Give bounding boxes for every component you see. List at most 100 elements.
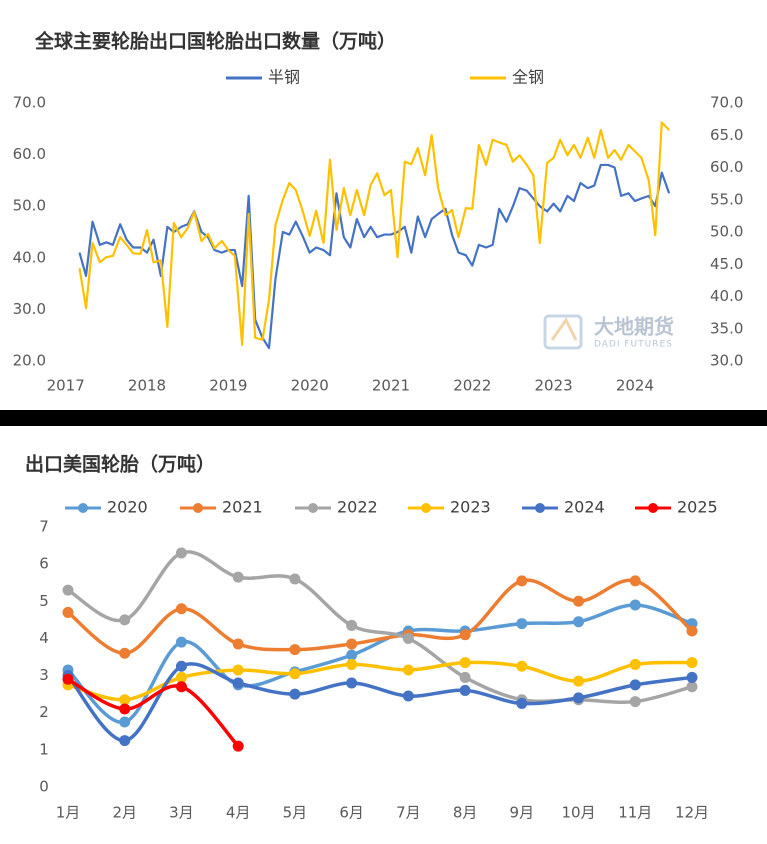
y2-tick-label: 60.0 (710, 158, 743, 176)
y-tick-label: 20.0 (13, 352, 46, 370)
x-tick-label: 11月 (618, 804, 652, 822)
data-point (573, 616, 585, 628)
legend-marker (78, 503, 88, 513)
data-point (516, 660, 528, 672)
data-point (119, 703, 131, 715)
data-point (62, 606, 74, 618)
chart-title: 出口美国轮胎（万吨） (25, 453, 215, 476)
x-tick-label: 3月 (169, 804, 194, 822)
data-point (459, 657, 471, 669)
divider (0, 410, 767, 426)
legend-label: 半钢 (268, 68, 300, 87)
data-point (346, 619, 358, 631)
x-tick-label: 2021 (372, 377, 410, 395)
x-tick-label: 6月 (339, 804, 364, 822)
legend-marker (421, 503, 431, 513)
legend-label: 2021 (222, 498, 263, 517)
data-point (629, 696, 641, 708)
data-point (119, 735, 131, 747)
data-point (516, 618, 528, 630)
y-tick-label: 50.0 (13, 197, 46, 215)
y-tick-label: 5 (39, 592, 49, 610)
x-tick-label: 8月 (453, 804, 478, 822)
y-tick-label: 0 (39, 778, 49, 796)
data-point (629, 679, 641, 691)
y2-tick-label: 45.0 (710, 255, 743, 273)
legend-label: 2020 (107, 498, 148, 517)
data-point (175, 671, 187, 683)
x-tick-label: 2019 (209, 377, 247, 395)
y-tick-label: 1 (39, 740, 49, 758)
x-tick-label: 2024 (616, 377, 654, 395)
y-tick-label: 4 (39, 629, 49, 647)
data-point (686, 681, 698, 693)
x-tick-label: 5月 (283, 804, 308, 822)
legend-label: 2025 (677, 498, 718, 517)
legend-label: 2024 (564, 498, 605, 517)
data-point (686, 671, 698, 683)
data-point (232, 677, 244, 689)
data-point (289, 644, 301, 656)
y-tick-label: 70.0 (13, 94, 46, 112)
data-point (402, 664, 414, 676)
legend-label: 全钢 (512, 68, 544, 87)
data-point (629, 599, 641, 611)
x-tick-label: 2月 (112, 804, 137, 822)
y-tick-label: 60.0 (13, 145, 46, 163)
watermark-logo (543, 314, 583, 350)
legend-marker (308, 503, 318, 513)
y2-tick-label: 40.0 (710, 287, 743, 305)
x-tick-label: 12月 (675, 804, 709, 822)
legend-label: 2022 (337, 498, 378, 517)
y2-tick-label: 55.0 (710, 190, 743, 208)
data-point (573, 595, 585, 607)
x-tick-label: 2022 (453, 377, 491, 395)
data-point (175, 636, 187, 648)
x-tick-label: 2020 (291, 377, 329, 395)
x-tick-label: 7月 (396, 804, 421, 822)
y2-tick-label: 30.0 (710, 352, 743, 370)
x-tick-label: 2018 (128, 377, 166, 395)
data-point (459, 684, 471, 696)
y-tick-label: 40.0 (13, 248, 46, 266)
data-point (289, 668, 301, 680)
data-point (289, 688, 301, 700)
data-point (232, 664, 244, 676)
data-point (62, 673, 74, 685)
data-point (175, 547, 187, 559)
data-point (516, 697, 528, 709)
data-point (686, 657, 698, 669)
y-tick-label: 7 (39, 518, 49, 536)
x-tick-label: 4月 (226, 804, 251, 822)
data-point (629, 658, 641, 670)
x-tick-label: 1月 (56, 804, 81, 822)
data-point (459, 629, 471, 641)
data-point (573, 692, 585, 704)
x-tick-label: 2023 (535, 377, 573, 395)
data-point (629, 575, 641, 587)
x-tick-label: 9月 (510, 804, 535, 822)
series-line (78, 121, 670, 346)
legend-marker (535, 503, 545, 513)
legend-marker (193, 503, 203, 513)
data-point (686, 625, 698, 637)
data-point (232, 740, 244, 752)
series-line (67, 677, 240, 748)
data-point (119, 694, 131, 706)
data-point (119, 614, 131, 626)
watermark-text: 大地期货 (594, 315, 674, 339)
y2-tick-label: 35.0 (710, 319, 743, 337)
chart-title: 全球主要轮胎出口国轮胎出口数量（万吨） (34, 30, 396, 53)
data-point (119, 716, 131, 728)
data-point (232, 571, 244, 583)
data-point (402, 632, 414, 644)
data-point (175, 681, 187, 693)
y-tick-label: 3 (39, 666, 49, 684)
legend-label: 2023 (450, 498, 491, 517)
data-point (346, 638, 358, 650)
data-point (346, 658, 358, 670)
data-point (62, 584, 74, 596)
watermark-subtext: DADI FUTURES (594, 340, 673, 350)
y-tick-label: 30.0 (13, 300, 46, 318)
